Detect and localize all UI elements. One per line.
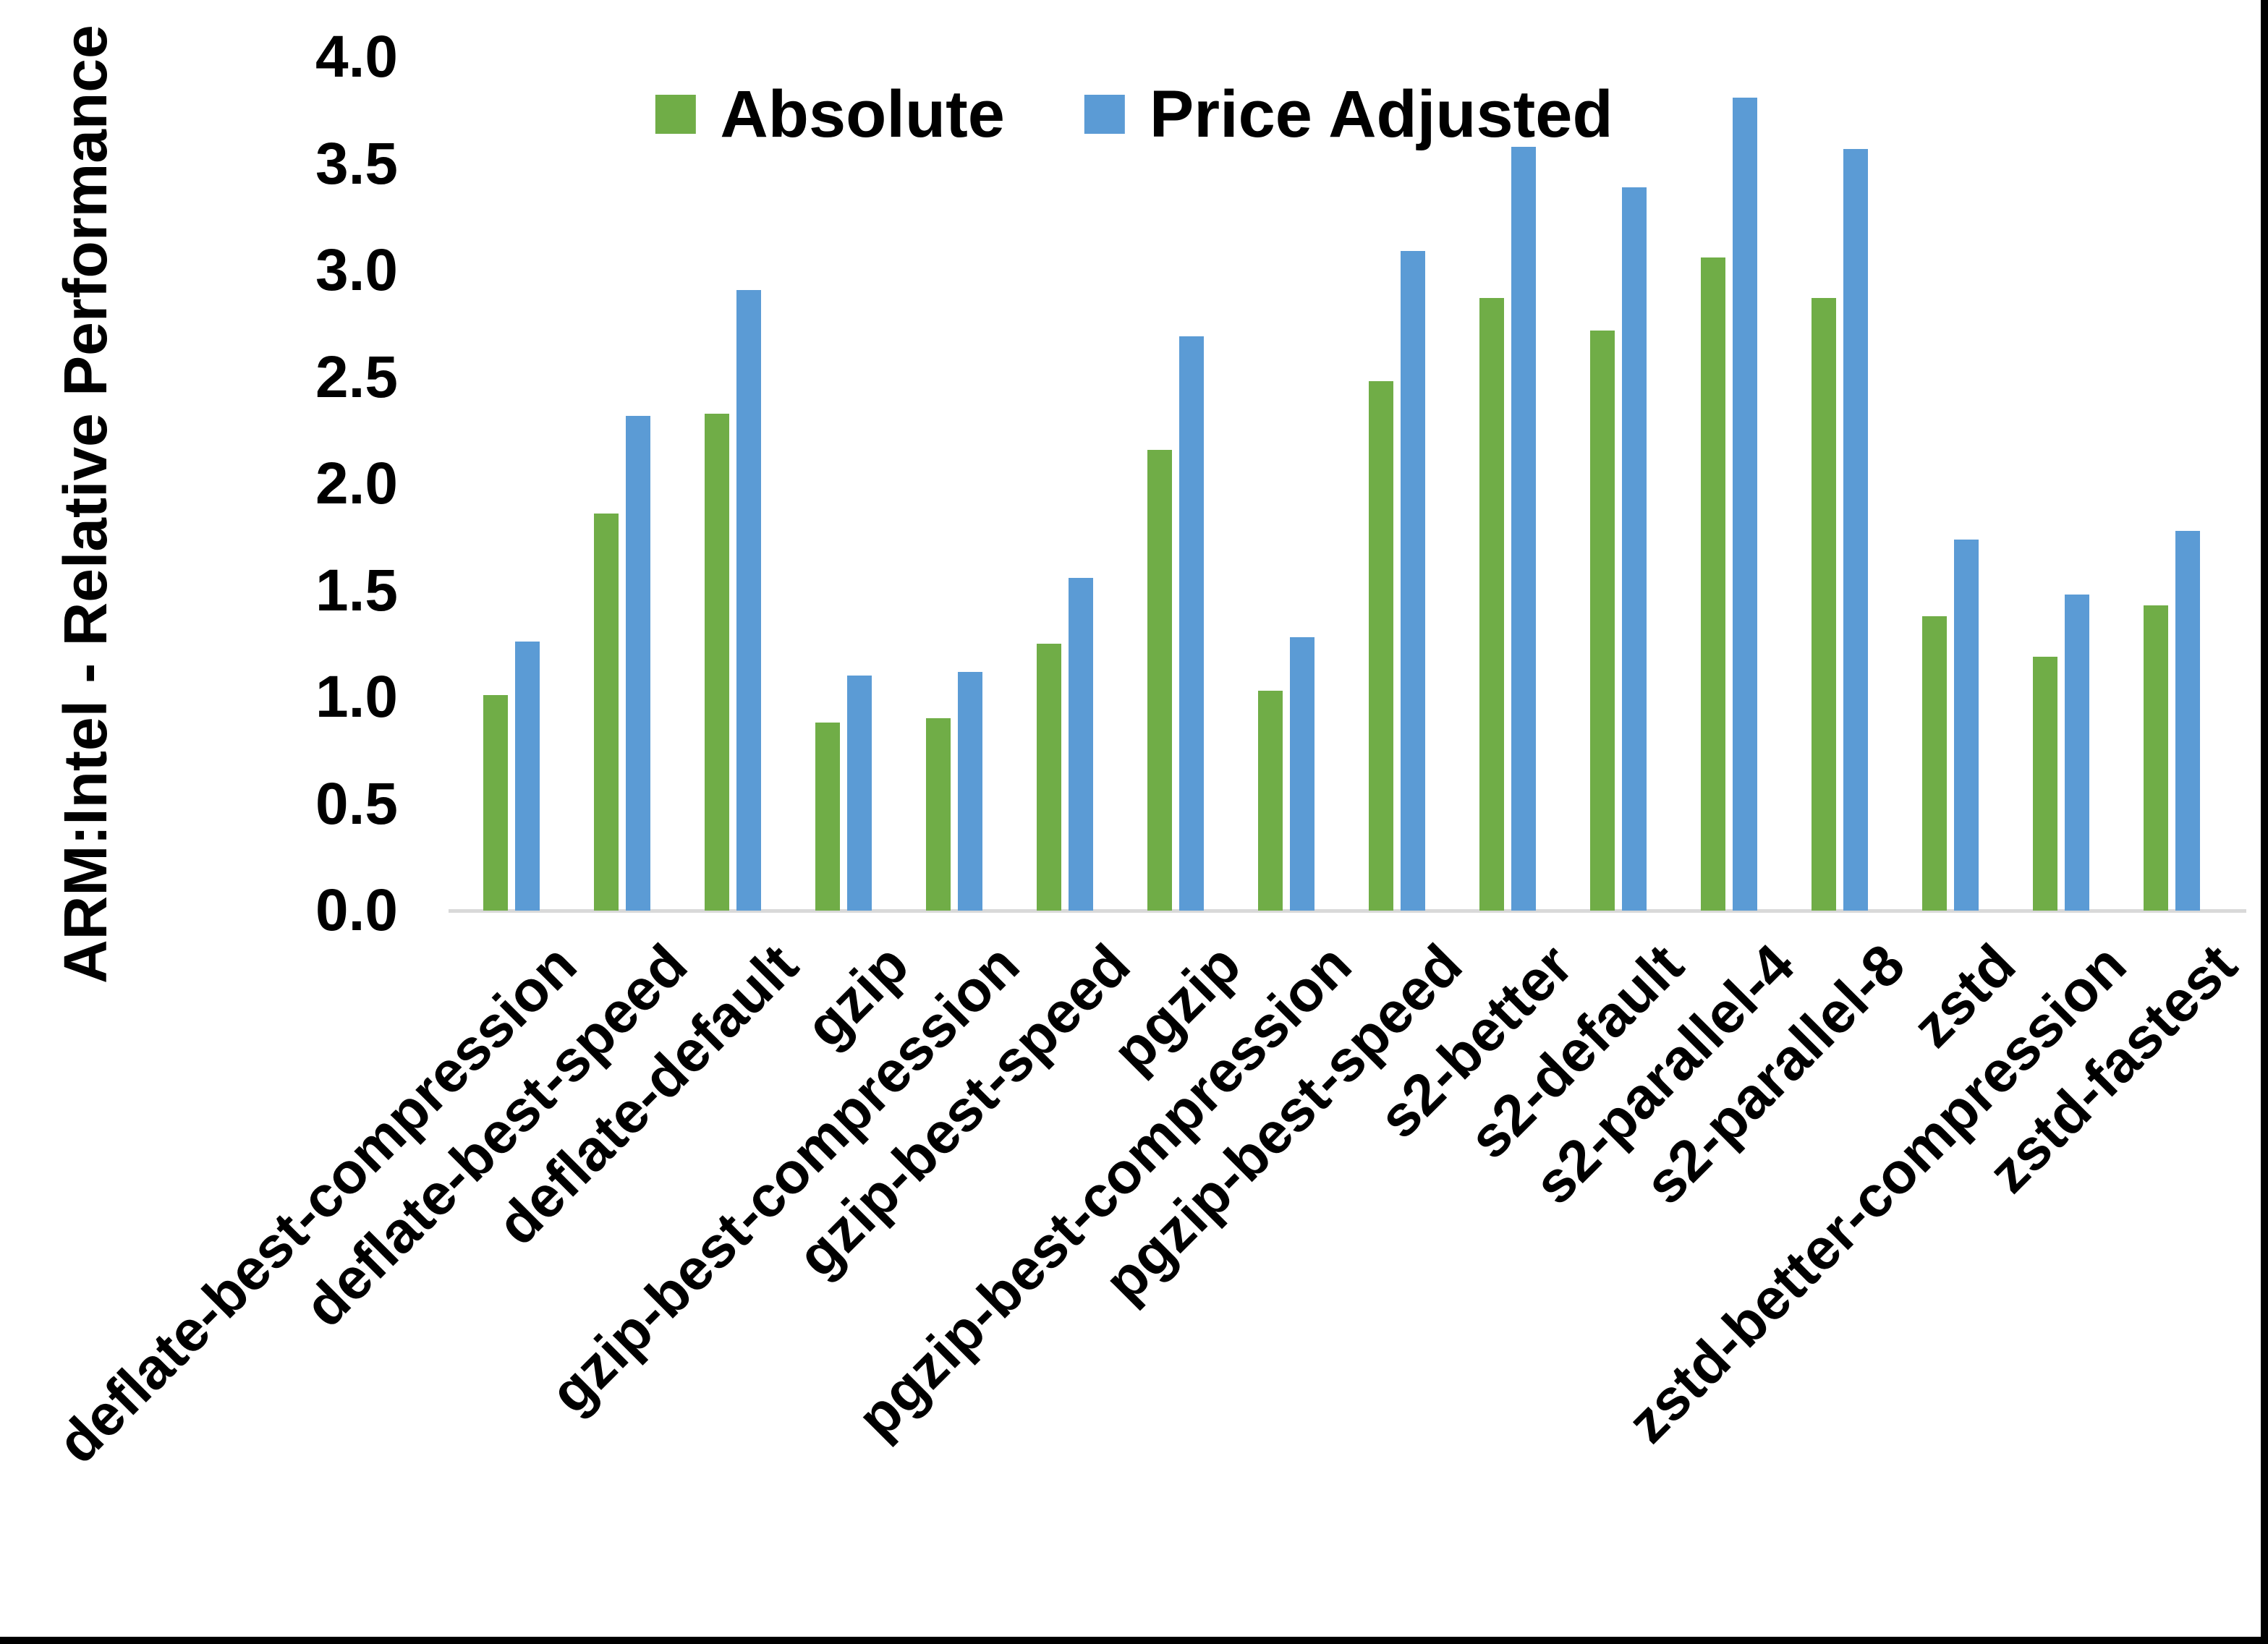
bar-absolute (926, 718, 951, 911)
bar-price-adjusted (1511, 147, 1536, 911)
bar-absolute (815, 723, 840, 911)
bar-absolute (705, 414, 729, 911)
y-tick-label: 1.5 (315, 557, 398, 623)
bar-absolute (1812, 298, 1836, 911)
y-tick-label: 0.0 (315, 877, 398, 943)
legend-label-absolute: Absolute (720, 77, 1005, 151)
bar-price-adjusted (515, 642, 540, 911)
legend-swatch-price-adjusted (1084, 95, 1125, 134)
bar-absolute (1701, 257, 1725, 911)
y-tick-label: 3.5 (315, 130, 398, 197)
legend-swatch-absolute (655, 95, 696, 134)
bar-absolute (1258, 691, 1283, 911)
screenshot-border-right (2261, 0, 2268, 1644)
bar-absolute (2033, 657, 2057, 911)
bar-price-adjusted (958, 672, 982, 911)
bar-absolute (2144, 605, 2168, 911)
legend-item-absolute: Absolute (655, 81, 1005, 148)
legend-label-price-adjusted: Price Adjusted (1149, 77, 1613, 151)
bar-price-adjusted (1069, 578, 1093, 911)
bar-price-adjusted (1733, 98, 1757, 911)
bar-absolute (594, 514, 619, 911)
y-tick-label: 2.5 (315, 344, 398, 410)
bar-price-adjusted (1290, 637, 1314, 911)
legend: Absolute Price Adjusted (655, 81, 1613, 148)
bar-absolute (1922, 616, 1947, 911)
bar-price-adjusted (1622, 187, 1647, 911)
y-tick-label: 1.0 (315, 664, 398, 730)
bar-price-adjusted (1954, 540, 1979, 911)
bar-price-adjusted (736, 290, 761, 911)
bar-absolute (1037, 644, 1061, 911)
screenshot-border-bottom (0, 1637, 2268, 1644)
bar-price-adjusted (1179, 336, 1204, 911)
bar-price-adjusted (626, 416, 650, 911)
legend-item-price-adjusted: Price Adjusted (1084, 81, 1613, 148)
bar-price-adjusted (1843, 149, 1868, 911)
bar-absolute (1590, 331, 1615, 911)
bar-price-adjusted (2175, 531, 2200, 911)
y-tick-label: 4.0 (315, 24, 398, 90)
bar-price-adjusted (2065, 595, 2089, 911)
bar-price-adjusted (1401, 251, 1425, 911)
y-tick-label: 0.5 (315, 770, 398, 837)
bar-absolute (483, 695, 508, 911)
bar-price-adjusted (847, 676, 872, 911)
y-tick-label: 2.0 (315, 451, 398, 516)
bar-absolute (1479, 298, 1504, 911)
bar-absolute (1369, 381, 1393, 911)
x-axis-line (449, 909, 2246, 913)
y-tick-label: 3.0 (315, 237, 398, 303)
bar-absolute (1147, 450, 1172, 911)
